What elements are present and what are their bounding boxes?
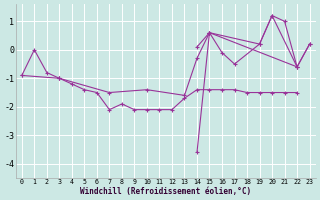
X-axis label: Windchill (Refroidissement éolien,°C): Windchill (Refroidissement éolien,°C) <box>80 187 251 196</box>
